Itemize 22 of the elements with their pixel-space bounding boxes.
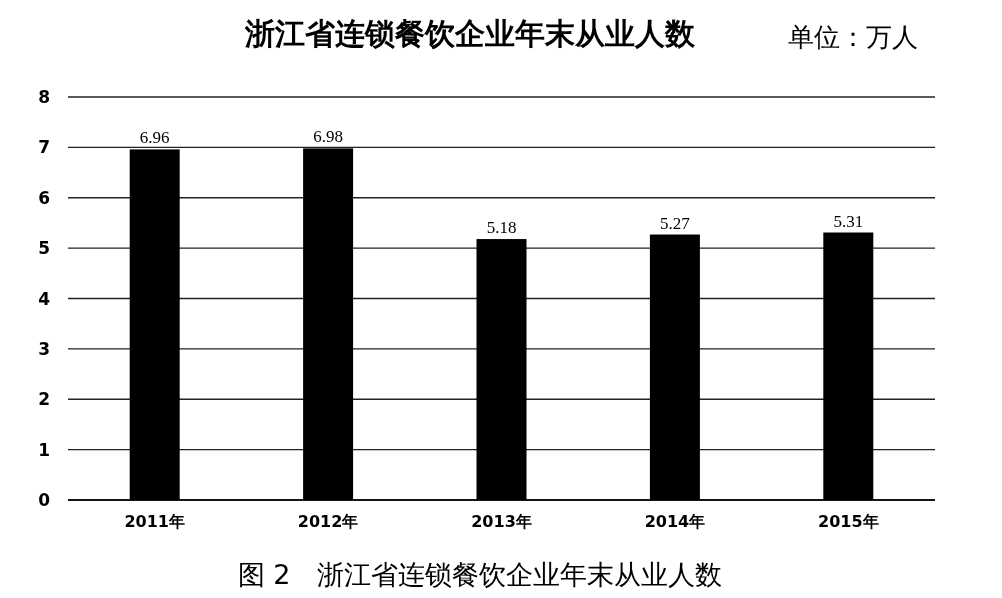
y-tick-label: 2 — [38, 389, 50, 410]
data-label: 5.31 — [833, 211, 864, 231]
data-label: 5.27 — [660, 213, 691, 233]
text: 单位：万人 — [788, 22, 918, 52]
y-tick-label: 4 — [38, 288, 51, 309]
x-tick-label: 2013年 — [471, 512, 532, 531]
y-tick-label: 1 — [38, 439, 50, 460]
data-label: 6.96 — [139, 128, 170, 148]
x-tick-label: 2015年 — [818, 512, 879, 531]
chart-title: 浙江省连锁餐饮企业年末从业人数 — [244, 16, 696, 51]
x-tick-label: 2012年 — [297, 512, 359, 531]
caption: 图 2 浙江省连锁餐饮企业年末从业人数 — [237, 559, 723, 590]
x-tick-label: 2014年 — [644, 512, 706, 531]
y-tick-label: 6 — [38, 187, 50, 208]
y-tick-label: 7 — [38, 137, 50, 158]
y-tick-label: 5 — [38, 238, 50, 259]
data-label: 5.18 — [486, 218, 517, 238]
y-tick-label: 8 — [38, 87, 50, 107]
y-tick-label: 0 — [38, 490, 51, 510]
y-tick-label: 3 — [38, 338, 50, 359]
x-tick-label: 2011年 — [124, 512, 185, 531]
data-label: 6.98 — [313, 127, 343, 147]
